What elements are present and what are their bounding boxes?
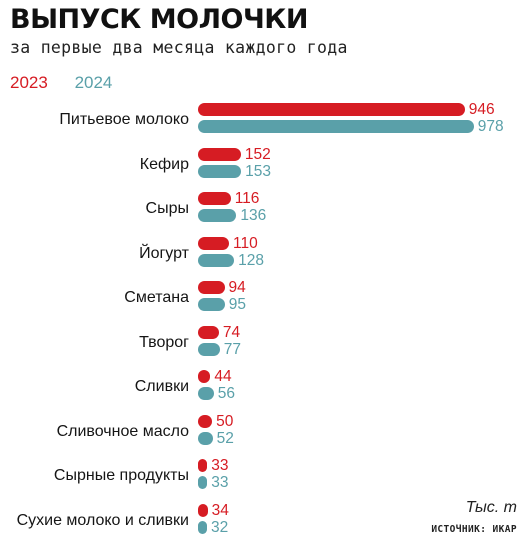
value-label-2023: 74 [222, 323, 241, 341]
bar-2024 [198, 476, 208, 489]
category-label: Сметана [124, 289, 189, 306]
value-label-2023: 946 [468, 101, 495, 118]
value-label-2023: 110 [233, 234, 258, 252]
value-label-2023: 33 [211, 457, 229, 474]
category-label: Кефир [139, 155, 189, 173]
chart-title: ВЫПУСК МОЛОЧКИ [10, 4, 308, 35]
bar-2023 [198, 503, 208, 517]
value-label-2024: 77 [223, 340, 241, 358]
value-label-2023: 50 [216, 412, 234, 430]
bar-2024 [198, 431, 213, 445]
bar-2024 [198, 164, 242, 178]
bar-2024 [198, 342, 220, 356]
value-label-2024: 153 [245, 162, 272, 180]
value-label-2024: 95 [228, 296, 247, 313]
category-label: Сыры [145, 200, 189, 217]
legend-2024: 2024 [74, 73, 113, 92]
category-label: Сырные продукты [53, 467, 189, 484]
value-label-2024: 56 [217, 385, 236, 402]
bar-2024 [198, 298, 225, 311]
category-label: Сливочное масло [56, 422, 189, 440]
source-label: ИСТОЧНИК: ИКАР [431, 524, 517, 535]
value-label-2024: 136 [240, 207, 267, 224]
value-label-2023: 152 [244, 145, 271, 163]
category-label: Сухие молоко и сливки [16, 511, 189, 529]
bar-2023 [198, 192, 231, 205]
value-label-2023: 94 [228, 279, 246, 296]
category-label: Питьевое молоко [59, 111, 189, 128]
category-label: Творог [139, 333, 189, 351]
bar-2024 [198, 520, 208, 534]
legend: 2023 2024 [10, 73, 134, 93]
bar-2023 [198, 370, 211, 383]
value-label-2024: 52 [216, 429, 234, 447]
value-label-2023: 34 [211, 501, 229, 519]
bar-2023 [198, 236, 230, 250]
value-label-2024: 128 [238, 251, 264, 269]
value-label-2024: 978 [477, 118, 504, 135]
value-label-2024: 32 [211, 518, 229, 536]
value-label-2024: 33 [211, 474, 229, 491]
chart-subtitle: за первые два месяца каждого года [10, 38, 348, 57]
category-label: Сливки [134, 378, 189, 395]
bar-2024 [198, 209, 237, 222]
legend-2023: 2023 [10, 73, 48, 92]
bar-2023 [198, 459, 208, 472]
bar-2024 [198, 253, 235, 267]
bar-2023 [198, 147, 241, 161]
bar-2023 [198, 281, 225, 294]
units-label: Тыс. т [465, 499, 517, 516]
value-label-2023: 116 [234, 190, 260, 207]
bar-2023 [198, 103, 465, 116]
value-label-2023: 44 [214, 368, 232, 385]
bar-2024 [198, 120, 474, 133]
bar-2023 [198, 414, 213, 428]
bar-2024 [198, 387, 214, 400]
category-label: Йогурт [139, 244, 189, 262]
bar-2023 [198, 325, 219, 339]
